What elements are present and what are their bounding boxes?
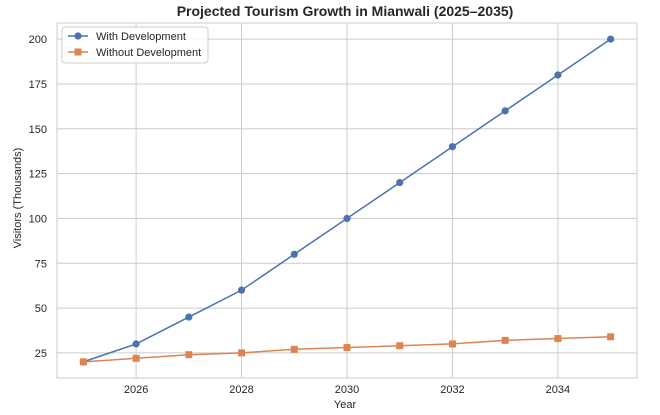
plot-frame xyxy=(56,22,638,379)
data-point-circle xyxy=(448,143,457,151)
y-tick-label: 75 xyxy=(35,258,47,270)
x-tick-label: 2032 xyxy=(440,384,464,396)
y-tick-label: 175 xyxy=(29,79,47,91)
x-axis-label: Year xyxy=(334,399,357,411)
data-point-square xyxy=(396,342,404,350)
data-point-square xyxy=(501,336,509,344)
data-point-square xyxy=(290,345,298,353)
data-point-circle xyxy=(132,340,140,348)
y-tick-label: 50 xyxy=(35,303,47,315)
y-tick-label: 150 xyxy=(29,124,47,136)
data-point-circle xyxy=(501,107,509,115)
y-tick-label: 200 xyxy=(29,34,47,46)
data-point-square xyxy=(238,349,246,357)
data-point-circle xyxy=(607,35,615,43)
grid xyxy=(57,23,637,378)
legend-label-1: With Development xyxy=(96,31,186,43)
data-point-circle xyxy=(290,250,298,258)
data-point-square xyxy=(132,354,140,362)
data-point-circle xyxy=(343,214,351,223)
data-point-circle xyxy=(396,178,404,187)
data-point-square xyxy=(448,340,456,348)
legend-box xyxy=(61,26,209,64)
data-point-square xyxy=(343,344,351,352)
series-group xyxy=(79,35,615,366)
legend-marker-square xyxy=(74,48,82,56)
data-point-square xyxy=(554,335,562,343)
x-tick-label: 2028 xyxy=(229,384,253,396)
data-point-circle xyxy=(237,286,246,294)
data-point-square xyxy=(185,351,193,359)
data-point-square xyxy=(607,333,615,341)
y-axis-label: Visitors (Thousands) xyxy=(12,148,24,249)
x-tick-label: 2034 xyxy=(546,384,570,396)
y-tick-label: 125 xyxy=(29,169,47,181)
axes: 2026 2028 2030 2032 2034 25 50 75 100 125 150 175 20… xyxy=(29,22,638,396)
x-tick-label: 2030 xyxy=(335,384,359,396)
legend: With Development Without Development xyxy=(61,26,209,64)
legend-label-2: Without Development xyxy=(96,47,201,59)
data-point-square xyxy=(79,358,87,366)
y-tick-label: 100 xyxy=(29,213,47,225)
legend-marker-circle xyxy=(74,32,82,40)
data-point-circle xyxy=(554,71,562,79)
chart-title: Projected Tourism Growth in Mianwali (20… xyxy=(177,3,514,19)
y-tick-label: 25 xyxy=(35,348,47,360)
x-tick-label: 2026 xyxy=(124,384,148,396)
data-point-circle xyxy=(185,313,193,321)
